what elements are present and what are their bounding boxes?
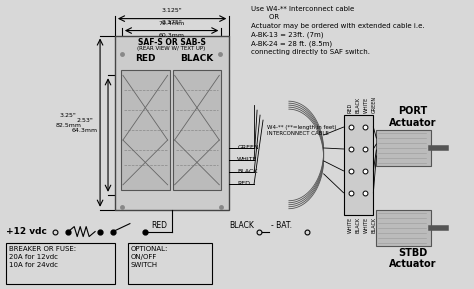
Text: 64.3mm: 64.3mm bbox=[72, 127, 98, 133]
Bar bbox=[128, 242, 212, 284]
Text: BLACK: BLACK bbox=[356, 217, 361, 233]
Text: GREEN: GREEN bbox=[372, 96, 377, 113]
Text: 2.375": 2.375" bbox=[161, 20, 182, 25]
Text: RED: RED bbox=[136, 54, 156, 63]
Text: BLACK: BLACK bbox=[372, 217, 377, 233]
Text: BLACK: BLACK bbox=[237, 169, 258, 174]
Bar bbox=[376, 210, 431, 246]
Bar bbox=[115, 36, 229, 210]
Text: 3.125": 3.125" bbox=[161, 8, 182, 13]
Text: BLACK: BLACK bbox=[356, 97, 361, 113]
Text: 60.3mm: 60.3mm bbox=[159, 33, 184, 38]
Text: WHITE: WHITE bbox=[237, 158, 258, 162]
Text: RED: RED bbox=[348, 103, 353, 113]
Text: WHITE: WHITE bbox=[364, 217, 369, 233]
Text: 82.5mm: 82.5mm bbox=[55, 123, 81, 128]
Text: WHITE: WHITE bbox=[364, 97, 369, 113]
Text: - BAT.: - BAT. bbox=[271, 221, 292, 229]
Bar bbox=[6, 242, 115, 284]
Bar bbox=[376, 130, 431, 166]
Text: SAF-S OR SAB-S: SAF-S OR SAB-S bbox=[137, 38, 206, 47]
Text: PORT
Actuator: PORT Actuator bbox=[389, 106, 437, 128]
Text: BREAKER OR FUSE:
20A for 12vdc
10A for 24vdc: BREAKER OR FUSE: 20A for 12vdc 10A for 2… bbox=[9, 246, 76, 268]
Text: +12 vdc: +12 vdc bbox=[6, 227, 46, 236]
Text: Use W4-** Interconnect cable
        OR
Actuator may be ordered with extended ca: Use W4-** Interconnect cable OR Actuator… bbox=[251, 6, 425, 55]
Text: BLACK: BLACK bbox=[180, 54, 213, 63]
Bar bbox=[344, 115, 374, 215]
Text: RED: RED bbox=[152, 221, 168, 229]
Text: OPTIONAL:
ON/OFF
SWITCH: OPTIONAL: ON/OFF SWITCH bbox=[131, 246, 168, 268]
Text: BLACK: BLACK bbox=[229, 221, 254, 229]
Text: W4-** (**=length in feet)
INTERCONNECT CABLE: W4-** (**=length in feet) INTERCONNECT C… bbox=[267, 125, 337, 136]
Text: GREEN: GREEN bbox=[237, 145, 259, 151]
Text: 2.53": 2.53" bbox=[77, 118, 93, 123]
Text: RED: RED bbox=[237, 181, 250, 186]
Text: STBD
Actuator: STBD Actuator bbox=[389, 247, 437, 269]
Bar bbox=[121, 70, 170, 190]
Text: (REAR VIEW W/ TEXT UP): (REAR VIEW W/ TEXT UP) bbox=[137, 47, 206, 51]
Text: 79.4mm: 79.4mm bbox=[158, 21, 185, 26]
Bar bbox=[173, 70, 221, 190]
Text: WHITE: WHITE bbox=[348, 217, 353, 233]
Text: 3.25": 3.25" bbox=[60, 113, 77, 118]
